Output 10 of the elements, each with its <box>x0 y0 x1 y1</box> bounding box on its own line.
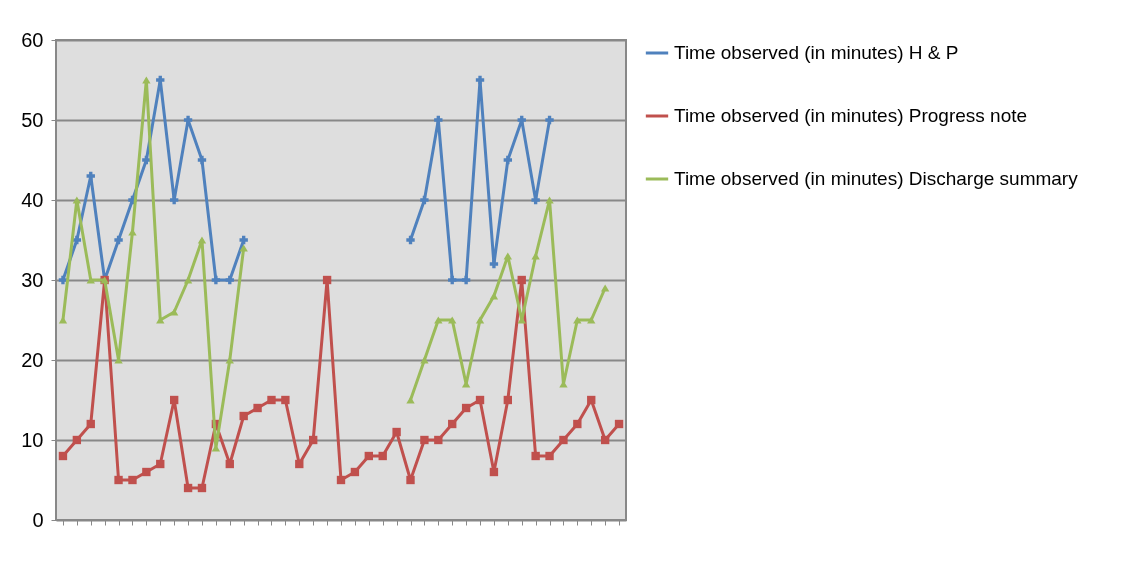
y-tick-label: 0 <box>32 508 44 531</box>
y-tick-label: 60 <box>21 28 44 51</box>
y-tick-label: 40 <box>21 188 44 211</box>
y-tick-label: 10 <box>21 428 44 451</box>
y-tick-label: 30 <box>21 268 44 291</box>
legend-label: Time observed (in minutes) Progress note <box>674 105 1028 126</box>
legend-label: Time observed (in minutes) Discharge summary <box>674 168 1079 189</box>
y-tick-label: 50 <box>21 108 44 131</box>
legend-label: Time observed (in minutes) H & P <box>674 42 959 63</box>
y-tick-label: 20 <box>21 348 44 371</box>
